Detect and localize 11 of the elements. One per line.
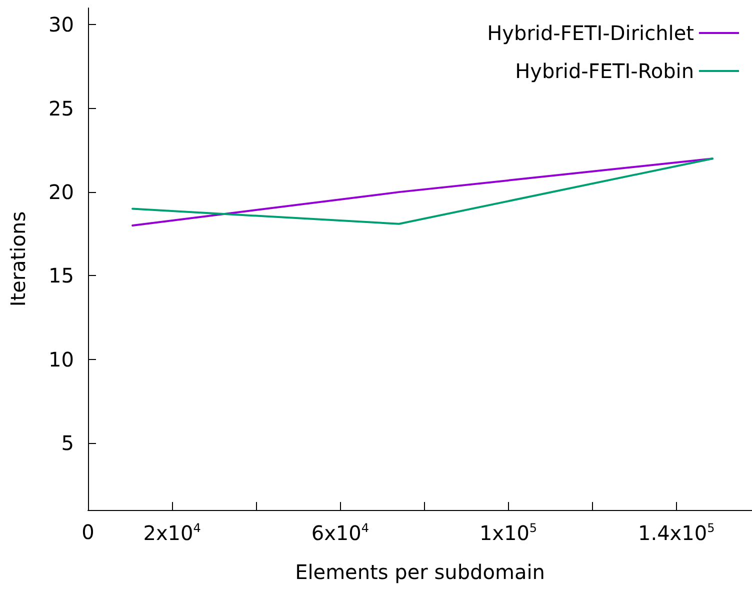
legend-label: Hybrid-FETI-Robin (515, 59, 694, 83)
y-tick-label: 10 (48, 347, 74, 372)
y-axis-title: Iterations (6, 211, 30, 307)
y-tick-label: 20 (48, 180, 74, 204)
y-tick-label: 5 (61, 431, 74, 456)
x-axis-title: Elements per subdomain (295, 560, 545, 584)
legend-label: Hybrid-FETI-Dirichlet (487, 21, 694, 45)
y-tick-label: 25 (48, 96, 74, 120)
x-tick-label: 0 (82, 520, 94, 544)
y-tick-label: 30 (48, 12, 74, 37)
y-tick-label: 15 (48, 264, 74, 288)
